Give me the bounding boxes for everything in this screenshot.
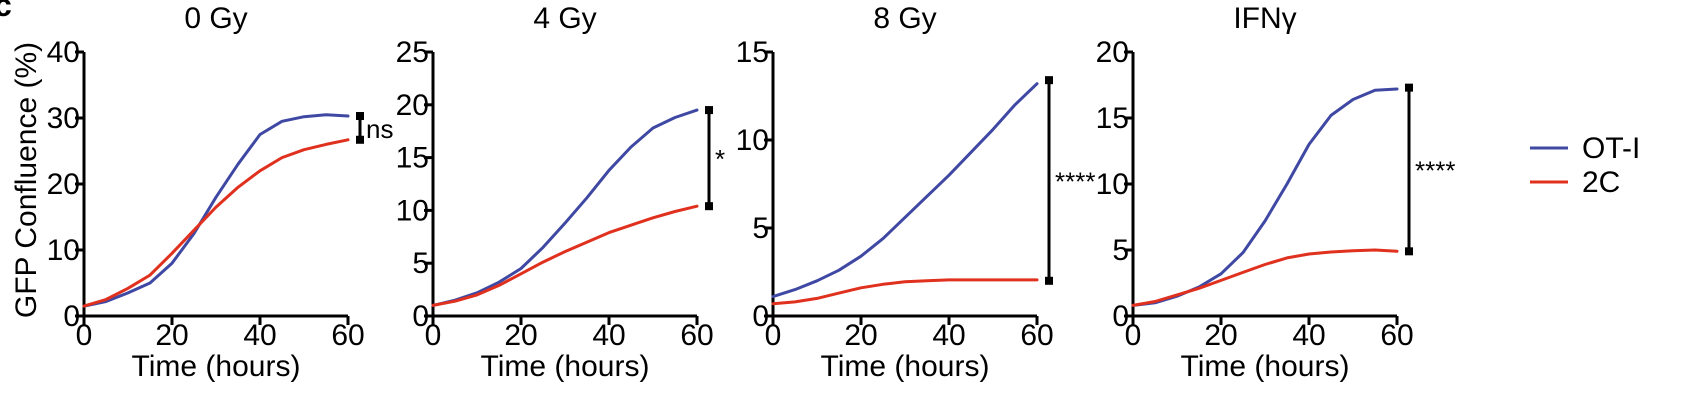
- x-axis-label: Time (hours): [481, 350, 650, 383]
- y-tick-label: 5: [1112, 234, 1129, 267]
- x-axis-label: Time (hours): [821, 350, 990, 383]
- chart-panel-4: IFNγ 0 5 10 15 20 0 20 40 60 Time (hours) ****: [1096, 2, 1456, 383]
- panel-title: 8 Gy: [873, 2, 936, 35]
- x-tick-label: 40: [243, 319, 276, 352]
- legend-label: 2C: [1582, 166, 1620, 199]
- y-tick-label: 10: [1096, 168, 1129, 201]
- x-tick-label: 40: [932, 319, 965, 352]
- x-tick-label: 60: [680, 319, 713, 352]
- series-line-2c: [82, 138, 350, 308]
- bracket-cap: [1045, 276, 1053, 285]
- x-tick-label: 60: [1020, 319, 1053, 352]
- y-tick-label: 5: [752, 212, 769, 245]
- x-tick-label: 0: [425, 319, 442, 352]
- bracket-cap: [356, 135, 364, 144]
- significance-label: ****: [1415, 155, 1455, 185]
- panel-letter: c: [0, 0, 12, 23]
- series-line-2c: [431, 204, 699, 307]
- significance-label: ns: [366, 114, 393, 144]
- significance-label: *: [715, 144, 725, 174]
- y-tick-label: 5: [412, 247, 429, 280]
- x-tick-label: 60: [331, 319, 364, 352]
- bracket-cap: [1045, 76, 1053, 85]
- series-line-oti: [1131, 87, 1399, 307]
- y-tick-label: 15: [736, 36, 769, 69]
- x-tick-label: 0: [76, 319, 93, 352]
- chart-panel-2: 4 Gy 0 5 10 15 20 25 0 20 40 60 Time (hours) *: [396, 2, 726, 383]
- y-tick-label: 20: [47, 168, 80, 201]
- series-line-2c: [1131, 248, 1399, 307]
- x-tick-label: 20: [1204, 319, 1237, 352]
- legend: OT-I2C: [1530, 132, 1640, 199]
- bracket-cap: [705, 106, 713, 115]
- chart-panel-3: 8 Gy 0 5 10 15 0 20 40 60 Time (hours) ****: [736, 2, 1096, 383]
- x-tick-label: 40: [1292, 319, 1325, 352]
- x-tick-label: 40: [592, 319, 625, 352]
- y-tick-label: 0: [63, 300, 80, 333]
- y-tick-label: 10: [736, 124, 769, 157]
- x-axis-label: Time (hours): [1181, 350, 1350, 383]
- x-tick-label: 20: [155, 319, 188, 352]
- x-tick-label: 0: [1125, 319, 1142, 352]
- chart-panel-1: 0 Gy 0 10 20 30 40 0 20 40 60 Time (hours) ns: [47, 2, 394, 383]
- panel-title: 4 Gy: [533, 2, 596, 35]
- x-tick-label: 20: [504, 319, 537, 352]
- y-tick-label: 10: [47, 234, 80, 267]
- panel-title: IFNγ: [1233, 2, 1296, 35]
- panel-title: 0 Gy: [184, 2, 247, 35]
- y-tick-label: 25: [396, 36, 429, 69]
- series-line-2c: [771, 278, 1039, 306]
- y-tick-label: 20: [1096, 36, 1129, 69]
- series-line-oti: [771, 82, 1039, 299]
- y-tick-label: 15: [1096, 102, 1129, 135]
- legend-label: OT-I: [1582, 132, 1640, 165]
- x-tick-label: 60: [1380, 319, 1413, 352]
- y-tick-label: 0: [412, 300, 429, 333]
- significance-label: ****: [1055, 166, 1095, 196]
- bracket-cap: [705, 202, 713, 211]
- series-line-oti: [82, 113, 350, 308]
- y-tick-label: 20: [396, 89, 429, 122]
- y-tick-label: 15: [396, 142, 429, 175]
- y-axis-label: GFP Confluence (%): [10, 42, 43, 318]
- y-tick-label: 0: [1112, 300, 1129, 333]
- y-tick-label: 0: [752, 300, 769, 333]
- bracket-cap: [356, 112, 364, 121]
- x-tick-label: 20: [844, 319, 877, 352]
- y-tick-label: 40: [47, 36, 80, 69]
- bracket-cap: [1405, 83, 1413, 92]
- x-axis-label: Time (hours): [132, 350, 301, 383]
- y-tick-label: 10: [396, 194, 429, 227]
- x-tick-label: 0: [765, 319, 782, 352]
- bracket-cap: [1405, 247, 1413, 256]
- panels: 0 Gy 0 10 20 30 40 0 20 40 60 Time (hours) ns 4 Gy 0 5…: [47, 2, 1456, 383]
- series-line-oti: [431, 108, 699, 307]
- y-tick-label: 30: [47, 102, 80, 135]
